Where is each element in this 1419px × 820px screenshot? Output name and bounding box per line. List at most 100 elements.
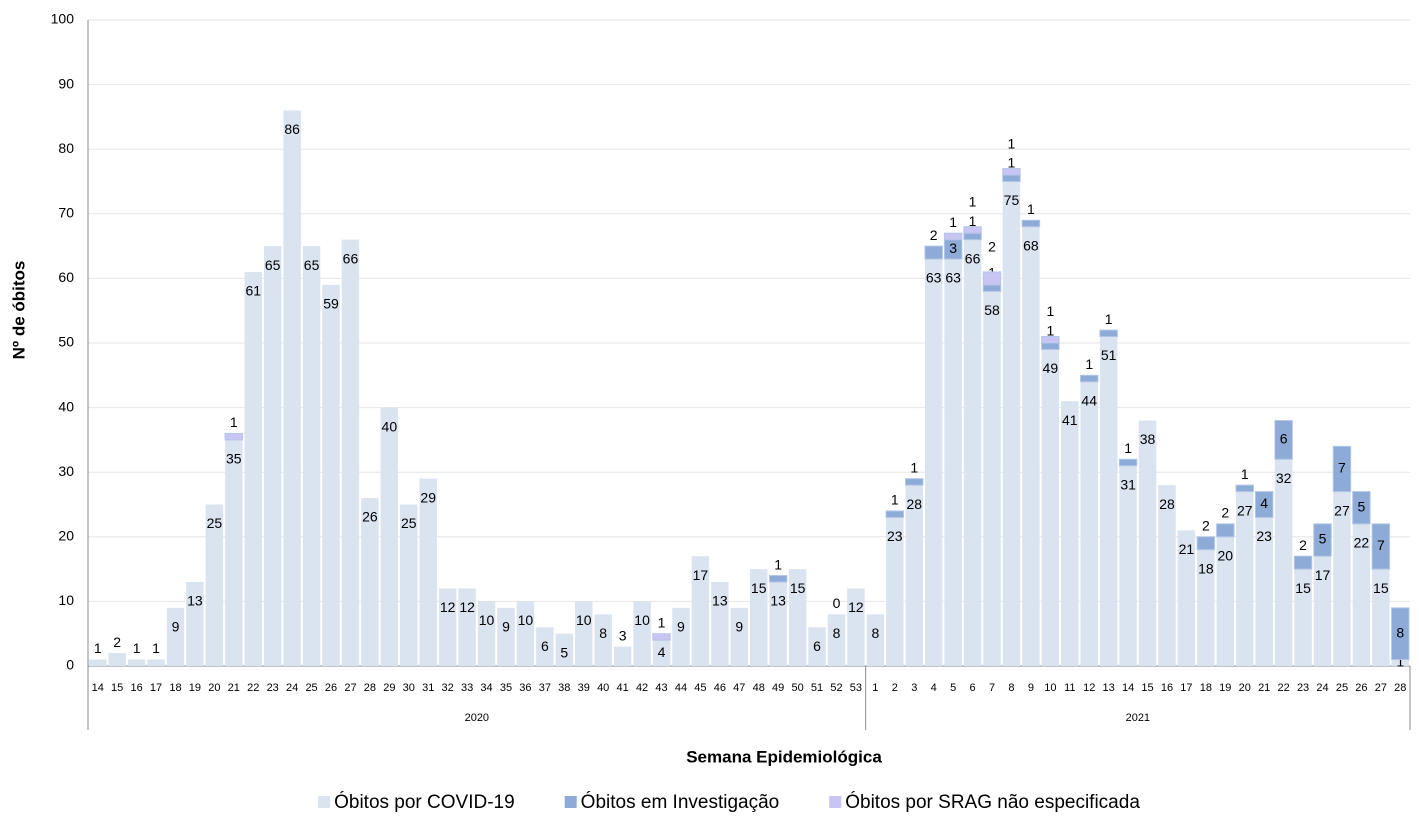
bar-segment	[788, 569, 807, 666]
x-tick-label: 19	[189, 682, 201, 694]
data-label: 1	[1046, 323, 1054, 339]
data-label: 38	[1140, 431, 1156, 447]
bar-segment	[1254, 491, 1274, 518]
x-tick-label: 16	[130, 682, 142, 694]
x-tick-label: 21	[228, 682, 240, 694]
data-label: 23	[887, 528, 903, 544]
data-label: 17	[693, 567, 709, 583]
x-tick-label: 1	[872, 682, 878, 694]
data-label: 1	[1396, 653, 1404, 669]
bar-segment	[905, 485, 923, 666]
bar-segment	[244, 271, 262, 666]
bar-segment	[1391, 659, 1409, 666]
y-tick-label: 80	[58, 140, 74, 156]
data-label: 22	[1354, 535, 1370, 551]
x-tick-label: 27	[1375, 682, 1387, 694]
data-label: 49	[1043, 360, 1059, 376]
bar-segment	[1391, 607, 1410, 661]
bar-segment	[1041, 336, 1060, 344]
x-tick-label: 33	[461, 682, 473, 694]
data-label: 2	[113, 634, 121, 650]
data-label: 1	[891, 492, 899, 508]
bar-segment	[1352, 523, 1371, 666]
x-tick-label: 50	[791, 682, 803, 694]
x-tick-label: 20	[208, 682, 220, 694]
data-label: 13	[712, 593, 728, 609]
data-label: 2	[930, 227, 938, 243]
bar-segment	[1158, 485, 1176, 666]
data-label: 1	[969, 193, 977, 209]
data-label: 8	[833, 625, 841, 641]
data-label: 1	[94, 640, 102, 656]
x-tick-label: 36	[519, 682, 531, 694]
bar-segment	[982, 284, 1002, 292]
data-label: 6	[1280, 431, 1288, 447]
data-label: 5	[1357, 498, 1365, 514]
bar-segment	[361, 498, 379, 666]
data-label: 2	[1202, 518, 1210, 534]
x-tick-label: 32	[442, 682, 454, 694]
y-tick-label: 30	[58, 463, 74, 479]
y-tick-label: 0	[66, 657, 74, 673]
bar-segment	[1313, 556, 1332, 666]
bar-segment	[458, 588, 476, 666]
bar-segment	[1118, 458, 1138, 467]
data-label: 0	[833, 595, 841, 611]
data-label: 10	[479, 612, 495, 628]
bar-segment	[1002, 174, 1021, 182]
bar-segment	[808, 627, 826, 666]
y-tick-label: 100	[51, 11, 75, 27]
bar-segment	[944, 259, 962, 666]
bar-segment	[1099, 329, 1118, 338]
data-label: 1	[774, 556, 782, 572]
bar-segment	[400, 504, 418, 666]
x-tick-label: 2	[892, 682, 898, 694]
bar-segment	[1099, 336, 1118, 666]
data-label: 13	[770, 593, 786, 609]
data-label: 1	[1085, 356, 1093, 372]
y-tick-label: 60	[58, 269, 74, 285]
data-label: 31	[1120, 476, 1136, 492]
x-tick-label: 16	[1161, 682, 1173, 694]
x-tick-label: 10	[1044, 682, 1056, 694]
x-tick-label: 19	[1219, 682, 1231, 694]
bar-segment	[1002, 181, 1021, 666]
bar-segment	[497, 607, 515, 666]
bar-segment	[186, 582, 204, 666]
data-label: 25	[401, 515, 417, 531]
data-label: 40	[382, 418, 398, 434]
bar-segment	[866, 614, 885, 666]
data-label: 44	[1081, 392, 1097, 408]
y-tick-label: 70	[58, 205, 74, 221]
data-label: 61	[245, 283, 261, 299]
data-label: 15	[1373, 580, 1389, 596]
bar-segment	[672, 607, 690, 666]
legend-swatch	[318, 796, 331, 808]
x-tick-label: 46	[714, 682, 726, 694]
data-label: 1	[230, 414, 238, 430]
x-tick-label: 7	[989, 682, 995, 694]
x-tick-label: 31	[422, 682, 434, 694]
bar-segment	[1138, 420, 1157, 666]
x-tick-label: 34	[480, 682, 492, 694]
bar-segment	[1371, 523, 1391, 570]
x-tick-label: 27	[344, 682, 356, 694]
bar-segment	[263, 246, 282, 666]
bar-segment	[963, 232, 982, 241]
x-axis-title: Semana Epidemiológica	[686, 747, 882, 766]
data-label: 26	[362, 509, 378, 525]
bar-segment	[1332, 445, 1352, 493]
bar-segment	[1022, 226, 1040, 666]
bar-segment	[380, 407, 399, 666]
x-tick-label: 48	[753, 682, 765, 694]
bar-segment	[924, 259, 943, 666]
x-tick-label: 17	[150, 682, 162, 694]
data-label: 27	[1237, 502, 1253, 518]
bar-segment	[127, 659, 146, 666]
data-label: 13	[187, 593, 203, 609]
x-tick-label: 22	[1278, 682, 1290, 694]
x-tick-label: 12	[1083, 682, 1095, 694]
x-tick-label: 6	[970, 682, 976, 694]
bar-segment	[1002, 168, 1021, 176]
